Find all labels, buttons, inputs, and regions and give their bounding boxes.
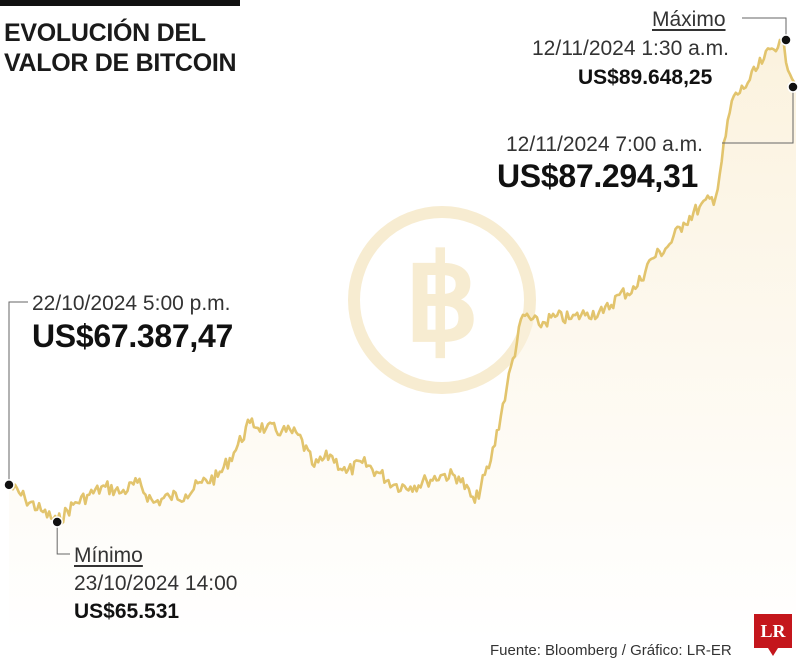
lr-logo: LR [754,614,792,656]
start-point-marker [3,479,15,491]
price-line [8,38,798,526]
maximum-tag: Máximo [652,8,726,31]
annotation-leaders [8,17,794,555]
start-leader [8,301,28,485]
svg-text:฿: ฿ [404,234,479,366]
minimum-point-marker [51,516,63,528]
title-line-1: EVOLUCIÓN DEL [4,19,206,47]
start-date: 22/10/2024 5:00 p.m. [32,292,231,315]
top-accent-bar [0,0,240,6]
annotation-markers [3,34,799,528]
minimum-tag: Mínimo [74,544,143,567]
title-line-2: VALOR DE BITCOIN [4,49,237,77]
last-value: US$87.294,31 [497,158,699,194]
minimum-date: 23/10/2024 14:00 [74,572,238,595]
maximum-value: US$89.648,25 [578,66,713,89]
bitcoin-watermark-icon: ฿ [348,206,536,394]
last-point-marker [787,81,799,93]
maximum-point-marker [780,34,792,46]
maximum-leader [742,17,787,40]
source-credit: Fuente: Bloomberg / Gráfico: LR-ER [490,642,732,659]
chart-title: EVOLUCIÓN DEL VALOR DE BITCOIN [4,18,237,78]
minimum-leader [56,522,70,555]
price-area-fill [9,40,796,640]
last-date: 12/11/2024 7:00 a.m. [506,133,703,156]
maximum-date: 12/11/2024 1:30 a.m. [532,37,729,60]
last-leader [722,87,794,144]
minimum-value: US$65.531 [74,600,180,623]
start-value: US$67.387,47 [32,318,234,354]
